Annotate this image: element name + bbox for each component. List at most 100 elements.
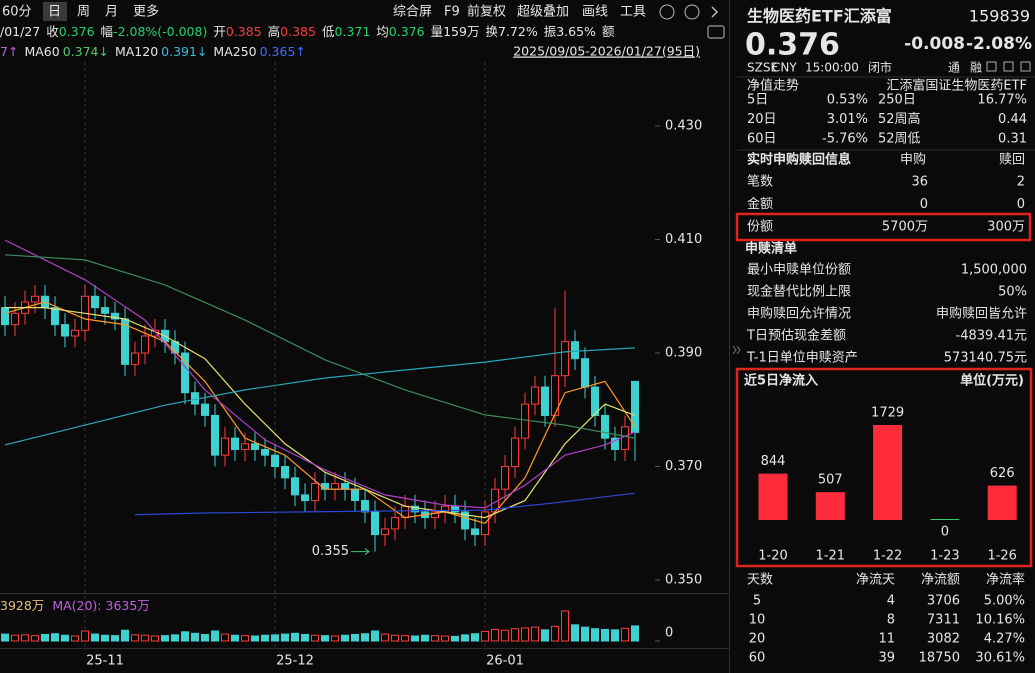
icon-gear[interactable]: [659, 4, 675, 20]
toolbar-button[interactable]: 画线: [582, 5, 608, 20]
volume-bar: [591, 628, 599, 642]
field-value: 7.72%: [498, 24, 538, 39]
flow-value: 11: [878, 632, 895, 647]
bar-value: 626: [990, 466, 1015, 481]
volume-bar: [261, 634, 269, 642]
volume-bar: [321, 635, 329, 642]
flow-value: 8: [887, 613, 895, 628]
field-value: -2.08%(-0.008): [113, 24, 207, 39]
period-tab[interactable]: 周: [77, 5, 90, 20]
volume-bar: [141, 634, 149, 642]
y-tick-label: 0.410: [665, 232, 702, 247]
period-tab[interactable]: 更多: [133, 4, 159, 20]
bar-category: 1-22: [873, 549, 903, 564]
candle-body: [381, 528, 389, 536]
row-label: 5日: [747, 93, 768, 108]
candle-body: [51, 307, 59, 326]
toolbar-button[interactable]: 前复权: [467, 4, 506, 20]
period-tab[interactable]: 月: [105, 5, 118, 20]
toolbar-button[interactable]: 综合屏: [393, 5, 432, 20]
icon-wp[interactable]: [707, 25, 725, 39]
y-tick-label: 0.390: [665, 346, 702, 361]
x-tick-label: 25-11: [86, 654, 124, 669]
field-label: 振: [544, 24, 557, 39]
candle-body: [431, 511, 439, 519]
flow-days: 5: [753, 594, 761, 609]
field-label: 幅: [101, 24, 114, 39]
volume-bar: [401, 635, 409, 642]
candle-body: [271, 454, 279, 468]
flow-value: 39: [878, 651, 895, 666]
volume-bar: [221, 633, 229, 642]
volume-bar: [41, 633, 49, 642]
field-label: 额: [602, 24, 615, 39]
column-header: 天数: [747, 573, 773, 588]
bar-category: 1-23: [930, 549, 960, 564]
x-tick-label: 26-01: [486, 654, 524, 669]
candle-body: [181, 352, 189, 394]
candle-body: [591, 386, 599, 416]
candle-body: [301, 494, 309, 502]
candle-body: [541, 386, 549, 416]
volume-bar: [341, 634, 349, 642]
row-label: 250日: [878, 93, 916, 108]
field-label: 收: [46, 24, 59, 39]
volume-bar: [491, 628, 499, 642]
ma-value: 0.365↑: [260, 44, 306, 59]
row-value: 5700万: [882, 220, 928, 235]
candle-body: [411, 505, 419, 513]
row-label: 份额: [747, 220, 773, 235]
field-value: 0.376: [389, 24, 425, 39]
volume-bar: [101, 634, 109, 642]
volume-bar: [541, 629, 549, 642]
ma-line: [5, 307, 636, 519]
toolbar-button[interactable]: F9: [444, 5, 460, 20]
quote-meta: CNY: [772, 61, 797, 75]
candle-body: [561, 341, 569, 377]
row-value: 0.31: [998, 132, 1027, 147]
low-annotation: 0.355: [312, 544, 349, 559]
icon[interactable]: [1003, 61, 1014, 72]
period-tab[interactable]: 60分: [2, 5, 32, 20]
section-title: 净值走势: [747, 78, 799, 94]
field-value: 0.371: [334, 24, 370, 39]
volume-bar: [211, 630, 219, 642]
volume-bar: [281, 633, 289, 642]
candle-body: [331, 483, 339, 490]
candle-body: [141, 335, 149, 354]
candle-body: [391, 517, 399, 530]
candle-body: [611, 437, 619, 450]
ma-line: 7↑ MA60 0.374↓ MA120 0.391↓ MA250 0.365↑: [0, 44, 306, 59]
ma-name: MA60: [24, 44, 59, 59]
toolbar-button[interactable]: 超级叠加: [517, 5, 569, 20]
collapse-icon[interactable]: [736, 345, 741, 355]
toolbar-button[interactable]: 工具: [620, 5, 646, 20]
collapse-icon[interactable]: [732, 345, 737, 355]
field-label: 均: [376, 24, 389, 39]
candle-body: [261, 448, 269, 456]
row-label: 笔数: [747, 174, 773, 190]
section-title: 实时申购赎回信息: [747, 152, 851, 168]
icon[interactable]: [1020, 61, 1031, 72]
icon-next[interactable]: [711, 6, 719, 18]
flow-value: 3706: [927, 594, 960, 609]
flow-value: 4.27%: [984, 632, 1025, 647]
candle-body: [101, 307, 109, 314]
bar: [873, 425, 903, 520]
candle-body: [531, 386, 539, 405]
row-value: 16.77%: [977, 93, 1027, 108]
candle-body: [551, 375, 559, 416]
field-value: 3.65%: [556, 24, 596, 39]
row-value: 3.01%: [827, 112, 868, 127]
icon[interactable]: [986, 61, 997, 72]
column-header: 申购: [900, 152, 926, 168]
candle-body: [241, 443, 249, 450]
volume-bar: [121, 629, 129, 642]
ma-line: [4, 347, 636, 446]
row-label: 60日: [747, 132, 777, 147]
icon-help[interactable]: [684, 4, 700, 20]
period-tab[interactable]: 日: [48, 5, 61, 20]
